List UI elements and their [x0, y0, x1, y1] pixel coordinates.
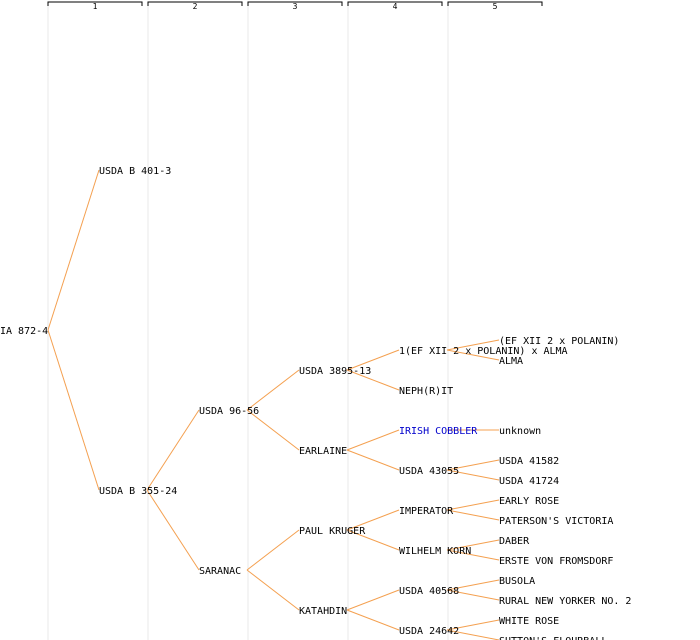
node-katahdin: KATAHDIN: [299, 606, 347, 617]
edge-1-ef-xii-2-x-polanin-x-alma-to-ef-xii-2-x-polanin: [446, 339, 500, 351]
edge-wilhelm-korn-to-erste-von-fromsdorf: [446, 549, 500, 561]
edge-usda-43055-to-usda-41724: [446, 469, 500, 481]
node-white-rose: WHITE ROSE: [499, 616, 559, 627]
node-usda-41582: USDA 41582: [499, 456, 559, 467]
edge-usda-96-56-to-earlaine: [246, 409, 300, 451]
generation-guides: 1 2 3 4 5: [47, 1, 543, 640]
generation-bracket: [447, 1, 543, 6]
node-earlaine: EARLAINE: [299, 446, 347, 457]
node-saranac: SARANAC: [199, 566, 241, 577]
node-sutton-s-flourball: SUTTON'S FLOURBALL: [499, 636, 607, 640]
node-usda-b-401-3: USDA B 401-3: [99, 166, 171, 177]
node-paterson-s-victoria: PATERSON'S VICTORIA: [499, 516, 613, 527]
edge-wilhelm-korn-to-daber: [446, 539, 500, 551]
node-usda-24642: USDA 24642: [399, 626, 459, 637]
edge-ia-872-4-to-usda-b-355-24: [47, 329, 100, 491]
edge-1-ef-xii-2-x-polanin-x-alma-to-alma: [446, 349, 500, 361]
edge-usda-43055-to-usda-41582: [446, 459, 500, 471]
edge-katahdin-to-usda-24642: [346, 609, 400, 631]
edge-usda-24642-to-sutton-s-flourball: [446, 629, 500, 640]
node-usda-3895-13: USDA 3895-13: [299, 366, 371, 377]
edge-paul-kruger-to-imperator: [346, 509, 400, 531]
node-1-ef-xii-2-x-polanin-x-alma: 1(EF XII 2 x POLANIN) x ALMA: [399, 346, 568, 357]
node-usda-b-355-24: USDA B 355-24: [99, 486, 177, 497]
node-usda-41724: USDA 41724: [499, 476, 559, 487]
edge-ia-872-4-to-usda-b-401-3: [47, 169, 100, 331]
node-busola: BUSOLA: [499, 576, 535, 587]
node-alma: ALMA: [499, 356, 523, 367]
edge-usda-b-355-24-to-saranac: [146, 489, 200, 571]
edge-usda-3895-13-to-1-ef-xii-2-x-polanin-x-alma: [346, 349, 400, 371]
generation-bracket: [47, 1, 143, 6]
pedigree-nodes: IA 872-4 USDA B 401-3 USDA B 355-24 USDA 96…: [0, 166, 631, 640]
edge-earlaine-to-usda-43055: [346, 449, 400, 471]
generation-bracket: [347, 1, 443, 6]
edge-usda-3895-13-to-neph-r-it: [346, 369, 400, 391]
node-ia-872-4: IA 872-4: [0, 326, 48, 337]
generation-label: 2: [193, 2, 198, 11]
node-early-rose: EARLY ROSE: [499, 496, 559, 507]
generation-bracket: [247, 1, 343, 6]
edge-paul-kruger-to-wilhelm-korn: [346, 529, 400, 551]
node-neph-r-it: NEPH(R)IT: [399, 386, 453, 397]
edge-imperator-to-paterson-s-victoria: [446, 509, 500, 521]
node-imperator: IMPERATOR: [399, 506, 454, 517]
generation-label: 5: [493, 2, 498, 11]
node-wilhelm-korn: WILHELM KORN: [399, 546, 471, 557]
pedigree-edges: [47, 169, 500, 640]
edge-usda-24642-to-white-rose: [446, 619, 500, 631]
node-irish-cobbler[interactable]: IRISH COBBLER: [399, 426, 478, 437]
edge-saranac-to-paul-kruger: [246, 529, 300, 571]
node-erste-von-fromsdorf: ERSTE VON FROMSDORF: [499, 556, 613, 567]
node-unknown: unknown: [499, 426, 541, 437]
edge-usda-96-56-to-usda-3895-13: [246, 369, 300, 411]
node-usda-43055: USDA 43055: [399, 466, 459, 477]
node-usda-40568: USDA 40568: [399, 586, 459, 597]
generation-label: 3: [293, 2, 298, 11]
node-daber: DABER: [499, 536, 530, 547]
node-ef-xii-2-x-polanin: (EF XII 2 x POLANIN): [499, 336, 619, 347]
edge-usda-b-355-24-to-usda-96-56: [146, 409, 200, 491]
edge-earlaine-to-irish-cobbler: [346, 429, 400, 451]
node-paul-kruger: PAUL KRUGER: [299, 526, 366, 537]
edge-saranac-to-katahdin: [246, 569, 300, 611]
edge-katahdin-to-usda-40568: [346, 589, 400, 611]
generation-label: 4: [393, 2, 398, 11]
edge-usda-40568-to-busola: [446, 579, 500, 591]
edge-usda-40568-to-rural-new-yorker-no-2: [446, 589, 500, 601]
generation-bracket: [147, 1, 243, 6]
node-rural-new-yorker-no-2: RURAL NEW YORKER NO. 2: [499, 596, 631, 607]
node-usda-96-56: USDA 96-56: [199, 406, 259, 417]
generation-label: 1: [93, 2, 98, 11]
edge-imperator-to-early-rose: [446, 499, 500, 511]
